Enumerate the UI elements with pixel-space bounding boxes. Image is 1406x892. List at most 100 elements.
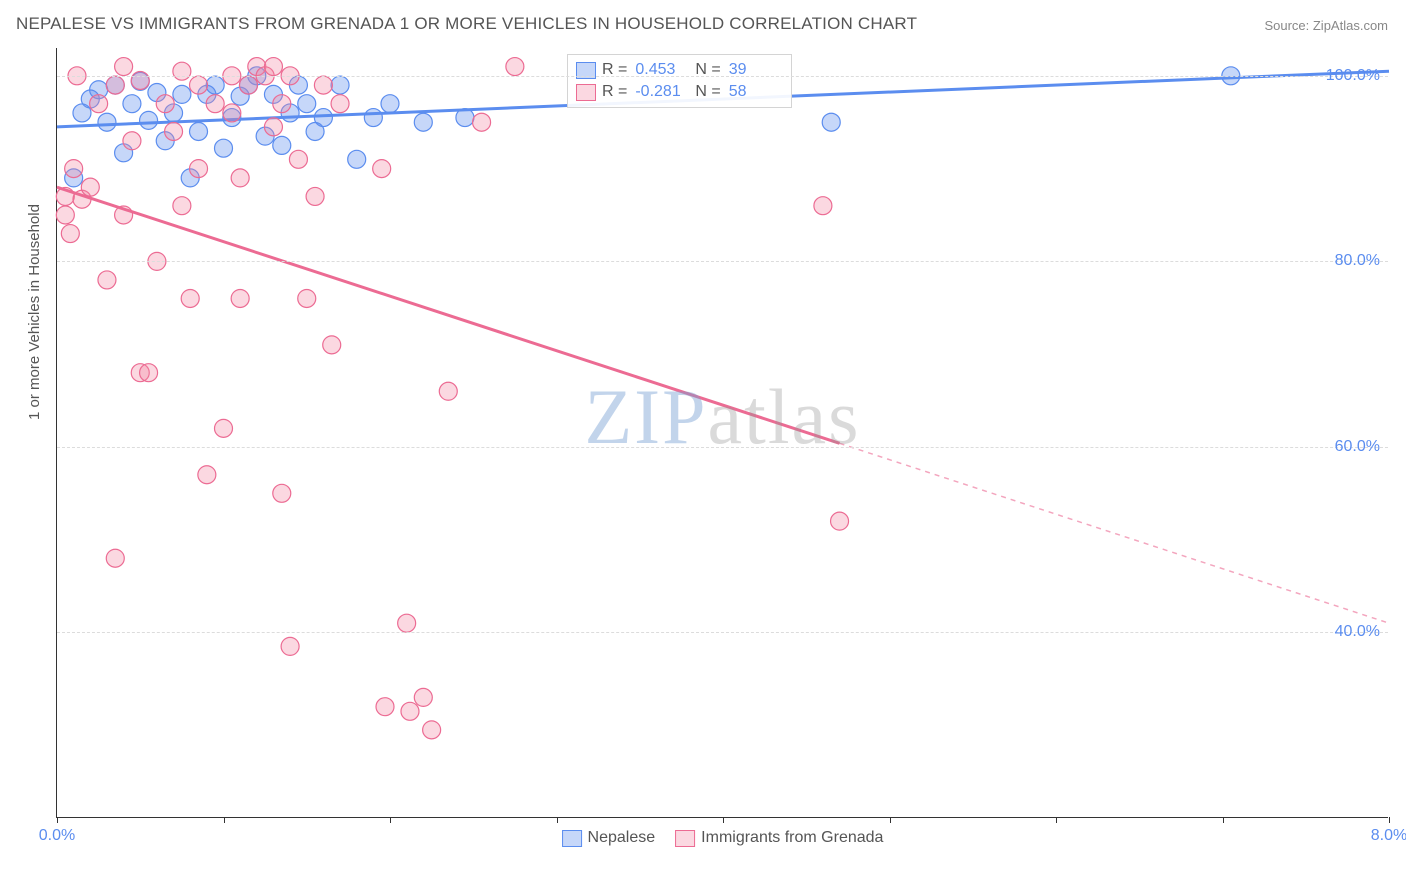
data-point xyxy=(61,225,79,243)
data-point xyxy=(306,187,324,205)
y-tick-label: 60.0% xyxy=(1335,438,1380,456)
data-point xyxy=(181,289,199,307)
data-point xyxy=(140,111,158,129)
x-tick-mark xyxy=(1223,817,1224,823)
data-point xyxy=(323,336,341,354)
data-point xyxy=(831,512,849,530)
data-point xyxy=(206,95,224,113)
data-point xyxy=(173,62,191,80)
legend-swatch xyxy=(562,830,582,847)
data-point xyxy=(331,95,349,113)
data-point xyxy=(273,136,291,154)
source-attribution: Source: ZipAtlas.com xyxy=(1264,18,1388,33)
data-point xyxy=(106,76,124,94)
y-axis-label: 1 or more Vehicles in Household xyxy=(26,204,43,420)
data-point xyxy=(414,688,432,706)
data-point xyxy=(439,382,457,400)
legend-swatch xyxy=(576,84,596,101)
data-point xyxy=(414,113,432,131)
x-tick-mark xyxy=(57,817,58,823)
data-point xyxy=(190,160,208,178)
data-point xyxy=(398,614,416,632)
data-point xyxy=(364,109,382,127)
gridline xyxy=(57,76,1388,77)
trend-line xyxy=(57,187,840,443)
legend-series-name: Nepalese xyxy=(588,829,656,847)
data-point xyxy=(190,76,208,94)
data-point xyxy=(231,289,249,307)
x-tick-mark xyxy=(557,817,558,823)
data-point xyxy=(314,109,332,127)
data-point xyxy=(56,206,74,224)
data-point xyxy=(273,484,291,502)
data-point xyxy=(198,466,216,484)
data-point xyxy=(231,169,249,187)
data-point xyxy=(115,58,133,76)
data-point xyxy=(814,197,832,215)
data-point xyxy=(215,139,233,157)
data-point xyxy=(81,178,99,196)
legend-item: Nepalese xyxy=(562,829,656,847)
data-point xyxy=(65,160,83,178)
data-point xyxy=(165,122,183,140)
data-point xyxy=(298,289,316,307)
data-point xyxy=(373,160,391,178)
gridline xyxy=(57,447,1388,448)
data-point xyxy=(215,419,233,437)
data-point xyxy=(423,721,441,739)
data-point xyxy=(281,637,299,655)
x-tick-mark xyxy=(1389,817,1390,823)
data-point xyxy=(506,58,524,76)
data-point xyxy=(190,122,208,140)
chart-title: NEPALESE VS IMMIGRANTS FROM GRENADA 1 OR… xyxy=(16,14,917,34)
data-point xyxy=(381,95,399,113)
plot-svg xyxy=(57,48,1388,817)
gridline xyxy=(57,632,1388,633)
legend-n-value: 58 xyxy=(729,83,777,101)
legend-stats-row: R = -0.281 N = 58 xyxy=(576,81,783,103)
data-point xyxy=(90,95,108,113)
data-point xyxy=(206,76,224,94)
y-tick-label: 100.0% xyxy=(1326,67,1380,85)
data-point xyxy=(331,76,349,94)
x-tick-mark xyxy=(390,817,391,823)
data-point xyxy=(223,104,241,122)
data-point xyxy=(173,197,191,215)
data-point xyxy=(314,76,332,94)
x-tick-label: 0.0% xyxy=(39,827,75,845)
data-point xyxy=(348,150,366,168)
data-point xyxy=(98,113,116,131)
data-point xyxy=(239,76,257,94)
data-point xyxy=(173,85,191,103)
data-point xyxy=(289,150,307,168)
series-legend: Nepalese Immigrants from Grenada xyxy=(562,829,884,847)
data-point xyxy=(376,698,394,716)
data-point xyxy=(106,549,124,567)
x-tick-mark xyxy=(890,817,891,823)
data-point xyxy=(123,132,141,150)
legend-r-label: R = xyxy=(602,83,627,101)
data-point xyxy=(264,58,282,76)
data-point xyxy=(822,113,840,131)
data-point xyxy=(98,271,116,289)
x-tick-label: 8.0% xyxy=(1371,827,1406,845)
legend-r-value: -0.281 xyxy=(635,83,683,101)
x-tick-mark xyxy=(1056,817,1057,823)
data-point xyxy=(273,95,291,113)
gridline xyxy=(57,261,1388,262)
data-point xyxy=(140,364,158,382)
legend-swatch xyxy=(675,830,695,847)
chart-plot-area: ZIPatlas R =0.453N =39R =-0.281N =58 Nep… xyxy=(56,48,1388,818)
trend-line-extrapolated xyxy=(840,443,1389,623)
legend-item: Immigrants from Grenada xyxy=(675,829,883,847)
y-tick-label: 80.0% xyxy=(1335,252,1380,270)
legend-n-label: N = xyxy=(695,83,720,101)
data-point xyxy=(156,95,174,113)
data-point xyxy=(298,95,316,113)
data-point xyxy=(123,95,141,113)
correlation-legend: R =0.453N =39R =-0.281N =58 xyxy=(567,54,792,108)
y-tick-label: 40.0% xyxy=(1335,623,1380,641)
data-point xyxy=(131,71,149,89)
data-point xyxy=(401,702,419,720)
data-point xyxy=(473,113,491,131)
